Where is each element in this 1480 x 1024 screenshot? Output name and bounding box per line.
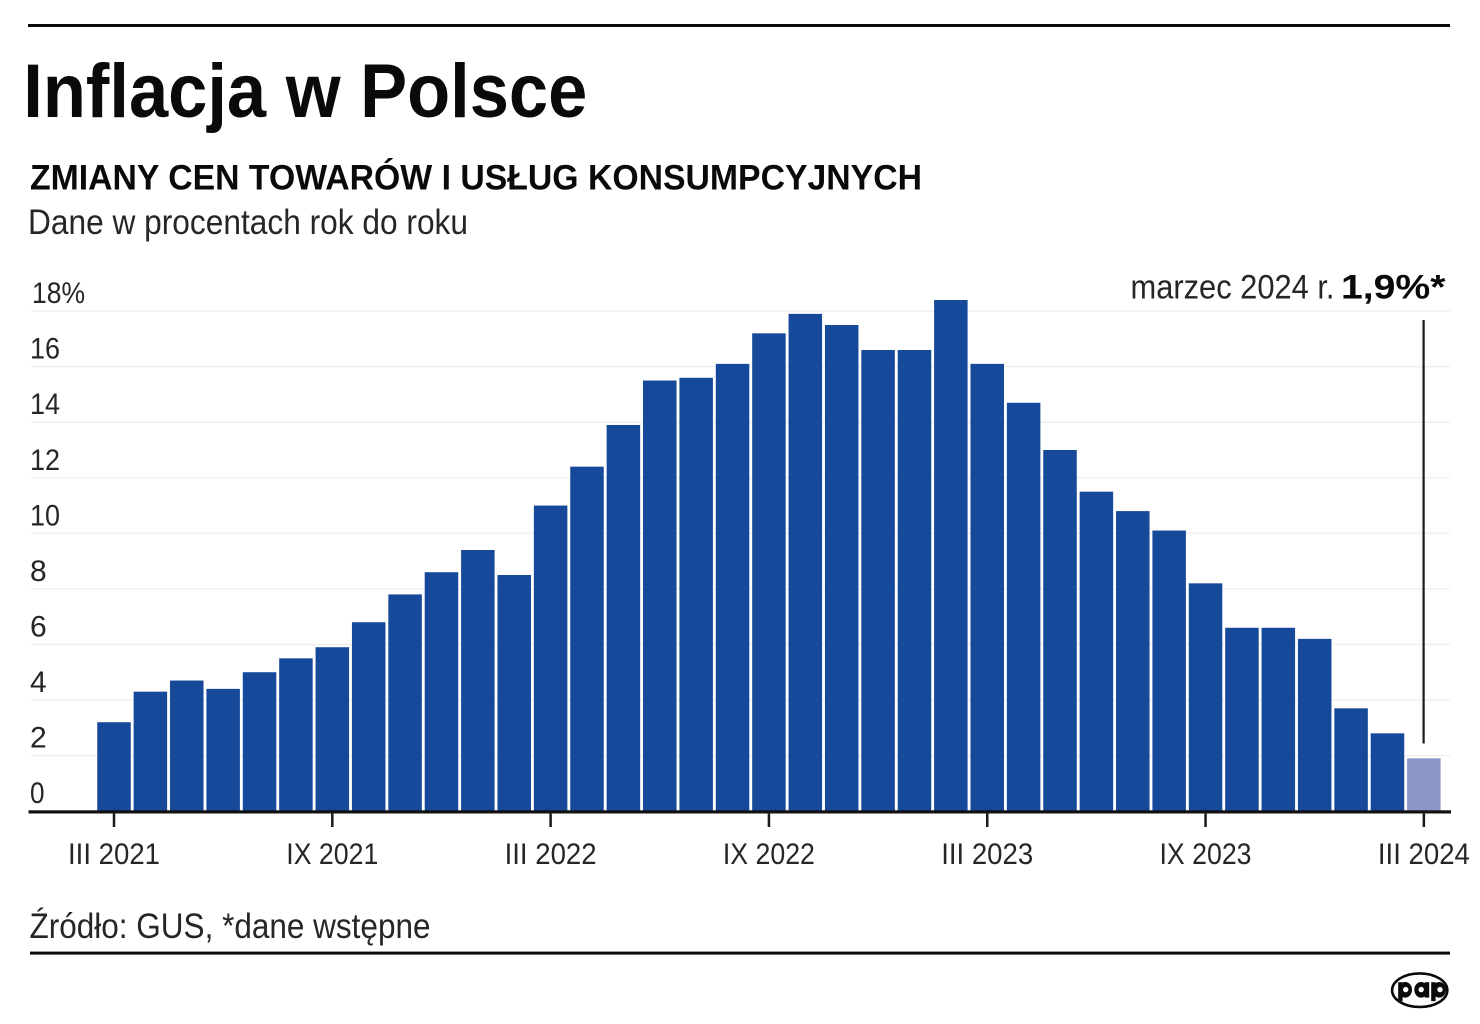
svg-text:III 2021: III 2021 <box>68 838 160 871</box>
svg-text:16: 16 <box>30 333 60 366</box>
svg-text:12: 12 <box>30 444 60 477</box>
svg-text:IX 2022: IX 2022 <box>723 838 815 871</box>
svg-text:6: 6 <box>30 610 47 643</box>
svg-text:III 2022: III 2022 <box>505 838 597 871</box>
svg-text:8: 8 <box>30 555 47 588</box>
svg-text:18%: 18% <box>32 277 85 310</box>
svg-text:III 2023: III 2023 <box>941 838 1033 871</box>
svg-text:2: 2 <box>30 722 47 755</box>
svg-text:0: 0 <box>30 777 45 810</box>
svg-text:Źródło: GUS, *dane wstępne: Źródło: GUS, *dane wstępne <box>30 907 431 946</box>
svg-text:1,9%*: 1,9%* <box>1341 269 1446 307</box>
svg-text:Dane w procentach rok do roku: Dane w procentach rok do roku <box>28 203 468 242</box>
svg-text:Inflacja w Polsce: Inflacja w Polsce <box>23 49 587 134</box>
svg-text:IX 2021: IX 2021 <box>286 838 378 871</box>
svg-text:14: 14 <box>30 388 60 421</box>
svg-text:III 2024: III 2024 <box>1378 838 1470 871</box>
svg-text:10: 10 <box>30 499 60 532</box>
svg-text:marzec 2024 r.: marzec 2024 r. <box>1131 269 1335 307</box>
svg-text:ZMIANY CEN TOWARÓW I USŁUG KON: ZMIANY CEN TOWARÓW I USŁUG KONSUMPCYJNYC… <box>30 158 922 198</box>
svg-text:4: 4 <box>30 666 47 699</box>
svg-text:IX 2023: IX 2023 <box>1160 838 1252 871</box>
